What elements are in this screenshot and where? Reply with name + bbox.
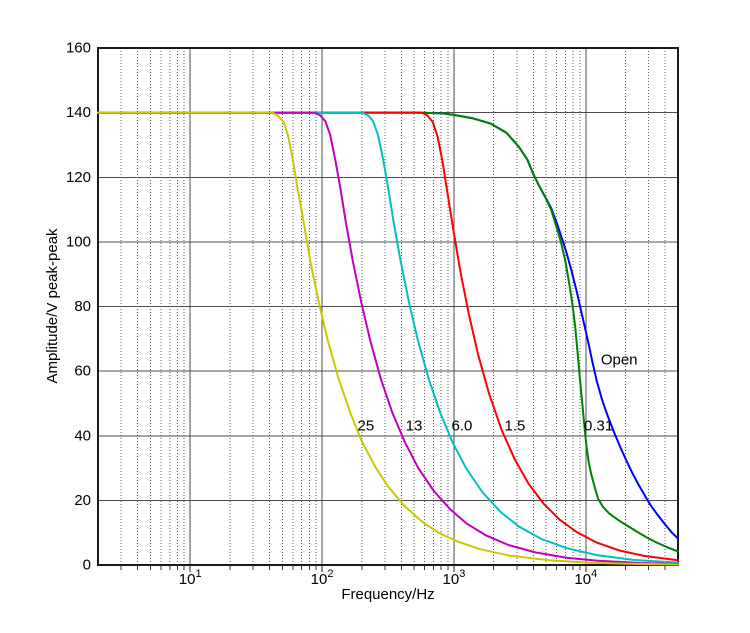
curve-label-13: 13 <box>406 418 423 435</box>
y-tick-label: 60 <box>74 363 91 380</box>
series-path-1.5 <box>97 111 679 562</box>
curve-label-1.5: 1.5 <box>504 418 525 435</box>
x-axis-title: Frequency/Hz <box>341 586 434 603</box>
y-tick-labels: 0 20 40 60 80 100 120 140 160 <box>66 40 91 574</box>
series-curves <box>97 111 679 566</box>
curve-labels: 25 13 6.0 1.5 0.31 Open <box>358 351 638 434</box>
x-tick-label: 101 <box>179 568 202 588</box>
series-path-0.31 <box>97 111 679 553</box>
y-tick-label: 40 <box>74 427 91 444</box>
plot-area: 0 20 40 60 80 100 120 140 160 101 102 103 104 25 13 6.0… <box>66 40 679 588</box>
x-tick-label: 103 <box>443 568 466 588</box>
x-tick-label: 102 <box>311 568 334 588</box>
major-h-gridlines <box>98 112 678 501</box>
curve-label-open: Open <box>601 351 638 368</box>
y-tick-label: 0 <box>83 557 91 574</box>
y-tick-label: 20 <box>74 492 91 509</box>
series-path-25 <box>97 111 679 566</box>
curve-label-6.0: 6.0 <box>452 418 473 435</box>
series-path-6.0 <box>97 111 679 564</box>
y-tick-label: 160 <box>66 40 91 57</box>
y-axis-title: Amplitude/V peak-peak <box>44 228 61 384</box>
plot-border <box>97 47 679 566</box>
y-tick-label: 140 <box>66 104 91 121</box>
y-tick-label: 80 <box>74 298 91 315</box>
series-path-13 <box>97 111 679 565</box>
curve-label-25: 25 <box>358 418 375 435</box>
curve-label-0.31: 0.31 <box>584 418 613 435</box>
y-tick-label: 120 <box>66 169 91 186</box>
major-v-gridlines <box>189 48 587 572</box>
y-tick-label: 100 <box>66 233 91 250</box>
x-tick-label: 104 <box>574 568 597 588</box>
x-tick-labels: 101 102 103 104 <box>179 568 597 588</box>
